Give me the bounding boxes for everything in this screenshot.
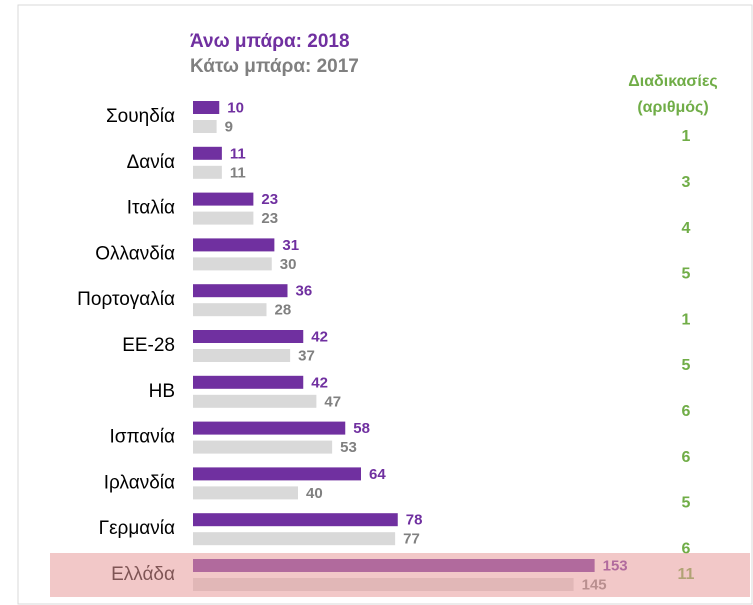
side-value: 5: [682, 357, 691, 374]
category-label: Γερμανία: [99, 518, 175, 539]
bar: [193, 440, 333, 454]
value-label: 30: [280, 256, 297, 273]
value-label: 9: [225, 118, 233, 135]
bar: [193, 146, 222, 160]
bar: [193, 120, 217, 133]
side-header: (αριθμός): [637, 99, 708, 116]
category-label: Πορτογαλία: [77, 289, 175, 310]
side-value: 5: [682, 266, 691, 283]
bar: [193, 421, 346, 435]
side-value: 6: [682, 403, 691, 420]
bar: [193, 192, 254, 206]
bar: [193, 349, 291, 362]
bar: [193, 375, 304, 389]
category-label: ΕΕ-28: [122, 335, 175, 356]
category-label: Σουηδία: [106, 106, 175, 127]
value-label: 42: [311, 374, 328, 391]
value-label: 64: [369, 466, 386, 483]
bar: [193, 467, 361, 481]
value-label: 53: [340, 439, 357, 456]
value-label: 28: [275, 302, 292, 319]
side-value: 5: [682, 495, 691, 512]
side-value: 6: [682, 540, 691, 557]
value-label: 78: [406, 512, 423, 529]
value-label: 36: [296, 283, 313, 300]
category-label: ΗΒ: [149, 381, 175, 402]
bar: [193, 165, 222, 179]
value-label: 23: [261, 191, 278, 208]
bar: [193, 330, 304, 343]
bar: [193, 257, 272, 271]
bar: [193, 486, 298, 500]
value-label: 11: [230, 164, 246, 181]
value-label: 47: [324, 393, 341, 410]
category-label: Ολλανδία: [95, 243, 175, 264]
legend-entry: Κάτω μπάρα: 2017: [190, 56, 359, 77]
value-label: 31: [282, 237, 299, 254]
bar: [193, 513, 398, 527]
bar: [193, 238, 275, 252]
legend-entry: Άνω μπάρα: 2018: [190, 31, 350, 52]
bar: [193, 394, 317, 408]
side-value: 1: [682, 311, 691, 328]
category-label: Δανία: [127, 152, 175, 173]
category-label: Ισπανία: [109, 427, 175, 448]
value-label: 42: [311, 328, 328, 345]
value-label: 11: [230, 145, 246, 162]
bar: [193, 532, 396, 546]
frame: [17, 4, 753, 605]
side-value: 6: [682, 449, 691, 466]
side-value: 1: [682, 128, 691, 145]
value-label: 10: [227, 99, 244, 116]
value-label: 58: [353, 420, 370, 437]
category-label: Ιρλανδία: [104, 472, 175, 493]
value-label: 40: [306, 485, 323, 502]
bar: [193, 284, 288, 298]
side-header: Διαδικασίες: [628, 73, 717, 90]
bar: [193, 101, 220, 114]
value-label: 23: [261, 210, 278, 227]
bar: [193, 211, 254, 225]
value-label: 77: [403, 531, 420, 548]
category-label: Ιταλία: [127, 198, 175, 219]
side-value: 3: [682, 174, 691, 191]
side-value: 4: [682, 220, 691, 237]
highlight: [50, 553, 750, 597]
bar: [193, 303, 267, 317]
value-label: 37: [298, 347, 315, 364]
